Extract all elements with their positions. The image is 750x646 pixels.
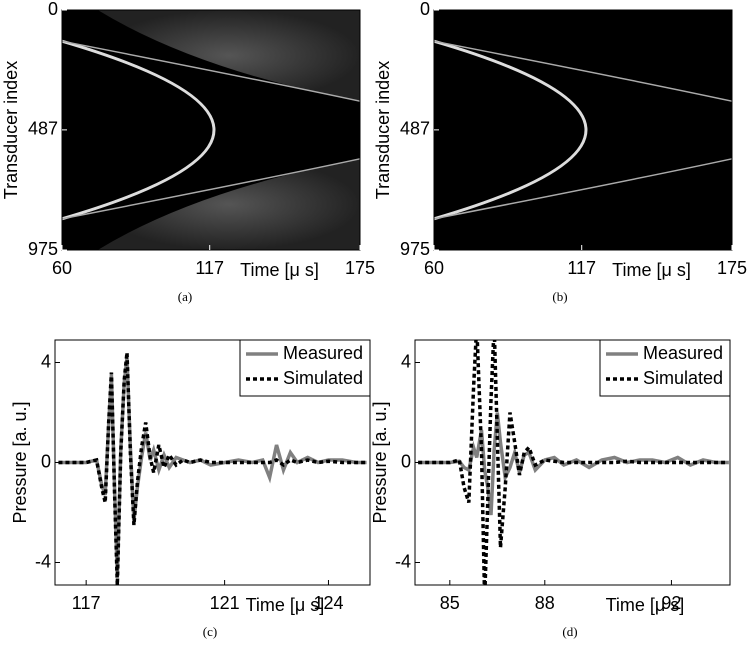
x-axis-label: Time [μ s] — [240, 260, 319, 280]
x-tick-label: 60 — [424, 258, 444, 278]
image-curve — [433, 158, 733, 220]
x-tick-label: 88 — [535, 593, 555, 613]
y-tick-label: 0 — [420, 0, 430, 19]
x-tick-label: 124 — [313, 593, 343, 613]
x-axis-label: Time [μ s] — [606, 595, 685, 615]
y-tick-label: 975 — [28, 239, 58, 259]
legend-label: Simulated — [643, 368, 723, 388]
y-axis-label: Pressure [a. u.] — [10, 401, 30, 523]
y-tick-label: -4 — [395, 551, 411, 571]
x-tick-label: 85 — [440, 593, 460, 613]
x-tick-label: 117 — [567, 258, 596, 278]
x-tick-label: 175 — [717, 258, 747, 278]
y-tick-label: 0 — [401, 451, 411, 471]
series-line — [58, 352, 367, 585]
image-curve — [61, 39, 216, 221]
x-tick-label: 60 — [52, 258, 72, 278]
y-axis-label: Pressure [a. u.] — [370, 401, 390, 523]
image-curve — [61, 158, 361, 220]
image-texture — [97, 158, 360, 250]
x-tick-label: 175 — [345, 258, 375, 278]
legend-label: Measured — [643, 343, 723, 363]
x-axis-label: Time [μ s] — [612, 260, 691, 280]
y-tick-label: 4 — [41, 351, 51, 371]
image-curve — [433, 39, 588, 221]
x-tick-label: 117 — [72, 593, 101, 613]
legend-box — [239, 339, 371, 397]
y-tick-label: 975 — [400, 239, 430, 259]
x-tick-label: 121 — [210, 593, 240, 613]
y-tick-label: -4 — [35, 551, 51, 571]
caption: (a) — [178, 289, 192, 304]
x-tick-label: 117 — [195, 258, 224, 278]
x-axis-label: Time [μ s] — [246, 595, 325, 615]
image-background — [434, 10, 732, 250]
y-tick-label: 4 — [401, 351, 411, 371]
image-curve — [433, 40, 733, 102]
caption: (c) — [203, 624, 217, 639]
image-texture — [97, 10, 360, 102]
caption: (d) — [562, 624, 577, 639]
series-line — [418, 340, 729, 585]
y-tick-label: 487 — [400, 119, 430, 139]
y-tick-label: 487 — [28, 119, 58, 139]
legend-label: Measured — [283, 343, 363, 363]
caption: (b) — [552, 289, 567, 304]
legend-label: Simulated — [283, 368, 363, 388]
y-axis-label: Transducer index — [373, 61, 393, 199]
y-axis-label: Transducer index — [1, 61, 21, 199]
x-tick-label: 92 — [661, 593, 681, 613]
y-tick-label: 0 — [41, 451, 51, 471]
image-curve — [61, 40, 361, 102]
legend-box — [599, 339, 731, 397]
y-tick-label: 0 — [48, 0, 58, 19]
